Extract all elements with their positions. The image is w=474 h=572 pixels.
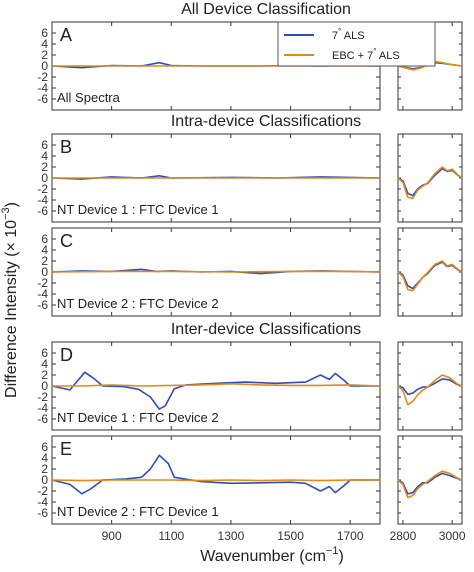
panel-C-letter: C bbox=[60, 231, 73, 251]
panel-B-series-1-right-line bbox=[397, 166, 463, 200]
panel-D-series-0-left-line bbox=[51, 371, 380, 410]
panel-E-series-1-right-line bbox=[397, 470, 463, 499]
legend-entry-1-tail: ALS bbox=[376, 50, 399, 62]
y-tick-label: 0 bbox=[41, 171, 48, 185]
y-tick-label: 4 bbox=[41, 451, 48, 465]
legend-entry-1-sup: ° bbox=[373, 47, 376, 56]
y-tick-label: -2 bbox=[37, 70, 48, 84]
y-tick-label: 0 bbox=[41, 473, 48, 487]
x-axis-label: Wavenumber (cm−1) bbox=[200, 545, 344, 565]
panel-E-series-0-left-line bbox=[51, 454, 380, 495]
legend-entry-1-text: EBC + 7 bbox=[332, 50, 373, 62]
panel-E-series-0-right-line bbox=[397, 472, 463, 495]
panel-B-letter: B bbox=[60, 137, 72, 157]
x-tick-label: 900 bbox=[102, 529, 122, 543]
y-tick-label: -6 bbox=[37, 298, 48, 312]
y-axis-label-exp: −3 bbox=[0, 207, 12, 220]
panel-D-letter: D bbox=[60, 345, 73, 365]
y-tick-label: 6 bbox=[41, 26, 48, 40]
y-tick-label: -6 bbox=[37, 92, 48, 106]
y-tick-label: -2 bbox=[37, 276, 48, 290]
y-tick-label: -4 bbox=[37, 287, 48, 301]
y-tick-label: 2 bbox=[41, 462, 48, 476]
y-axis-label-main: Difference Intensity (× 10 bbox=[3, 220, 20, 398]
x-axis-label-tail: ) bbox=[338, 548, 343, 565]
x-tick-label: 1300 bbox=[218, 529, 245, 543]
y-tick-label: 6 bbox=[41, 440, 48, 454]
y-tick-label: -2 bbox=[37, 182, 48, 196]
legend: 7° ALS EBC + 7° ALS bbox=[277, 21, 436, 67]
y-tick-label: -6 bbox=[37, 204, 48, 218]
panel-A-annotation: All Spectra bbox=[57, 90, 121, 105]
y-tick-label: -6 bbox=[37, 412, 48, 426]
y-tick-label: 6 bbox=[41, 232, 48, 246]
y-tick-label: 0 bbox=[41, 265, 48, 279]
y-tick-label: -4 bbox=[37, 81, 48, 95]
x-tick-label: 1100 bbox=[158, 529, 184, 543]
section-title-all: All Device Classification bbox=[181, 1, 351, 18]
panel-C-annotation: NT Device 2 : FTC Device 2 bbox=[57, 296, 219, 311]
panel-A-letter: A bbox=[60, 25, 72, 45]
legend-entry-0-text: 7 bbox=[332, 30, 338, 42]
panel-D-series-0-right-line bbox=[397, 378, 463, 396]
y-tick-label: -4 bbox=[37, 495, 48, 509]
y-tick-label: 6 bbox=[41, 138, 48, 152]
y-tick-label: 4 bbox=[41, 149, 48, 163]
y-tick-label: 4 bbox=[41, 243, 48, 257]
x-axis-label-exp: −1 bbox=[326, 545, 339, 557]
panel-D-series-1-left-line bbox=[52, 383, 381, 387]
y-tick-label: 0 bbox=[41, 379, 48, 393]
panel-B-series-0-right-line bbox=[397, 167, 463, 197]
y-tick-label: 4 bbox=[41, 357, 48, 371]
y-tick-label: -2 bbox=[37, 484, 48, 498]
y-tick-label: -4 bbox=[37, 401, 48, 415]
panel-E-series-1-left-line bbox=[51, 479, 380, 482]
panel-C-series-1-left-line bbox=[51, 270, 381, 273]
x-tick-label: 1700 bbox=[337, 529, 364, 543]
panel-C-series-1-right-line bbox=[397, 260, 463, 292]
x-tick-label: 2800 bbox=[390, 529, 417, 543]
legend-entry-1: EBC + 7° ALS bbox=[332, 47, 400, 62]
y-tick-label: -4 bbox=[37, 193, 48, 207]
y-tick-label: 2 bbox=[41, 160, 48, 174]
y-tick-label: 0 bbox=[41, 59, 48, 73]
y-tick-label: 2 bbox=[41, 368, 48, 382]
panel-B-annotation: NT Device 1 : FTC Device 1 bbox=[57, 202, 219, 217]
panel-E-annotation: NT Device 2 : FTC Device 1 bbox=[57, 504, 219, 519]
legend-box bbox=[277, 21, 436, 67]
section-title-inter: Inter-device Classifications bbox=[171, 321, 361, 338]
panel-E-letter: E bbox=[60, 439, 72, 459]
x-tick-label: 3000 bbox=[439, 529, 466, 543]
panel-B-right-frame bbox=[397, 133, 463, 223]
x-axis-label-main: Wavenumber (cm bbox=[200, 548, 326, 565]
legend-entry-0-tail: ALS bbox=[341, 30, 364, 42]
panel-C-series-0-right-line bbox=[397, 261, 463, 290]
panel-D-series-1-right-line bbox=[397, 374, 463, 406]
x-tick-label: 1500 bbox=[277, 529, 304, 543]
legend-entry-0-sup: ° bbox=[338, 27, 341, 36]
y-tick-label: -2 bbox=[37, 390, 48, 404]
legend-entry-0: 7° ALS bbox=[332, 27, 365, 42]
y-tick-label: 2 bbox=[41, 254, 48, 268]
y-tick-label: 6 bbox=[41, 346, 48, 360]
y-axis-label-tail: ) bbox=[3, 202, 20, 207]
panel-D-annotation: NT Device 1 : FTC Device 2 bbox=[57, 410, 219, 425]
y-tick-label: 4 bbox=[41, 37, 48, 51]
y-tick-label: 2 bbox=[41, 48, 48, 62]
y-tick-label: -6 bbox=[37, 506, 48, 520]
section-title-intra: Intra-device Classifications bbox=[171, 113, 361, 130]
y-axis-label: Difference Intensity (× 10−3) bbox=[0, 202, 20, 398]
